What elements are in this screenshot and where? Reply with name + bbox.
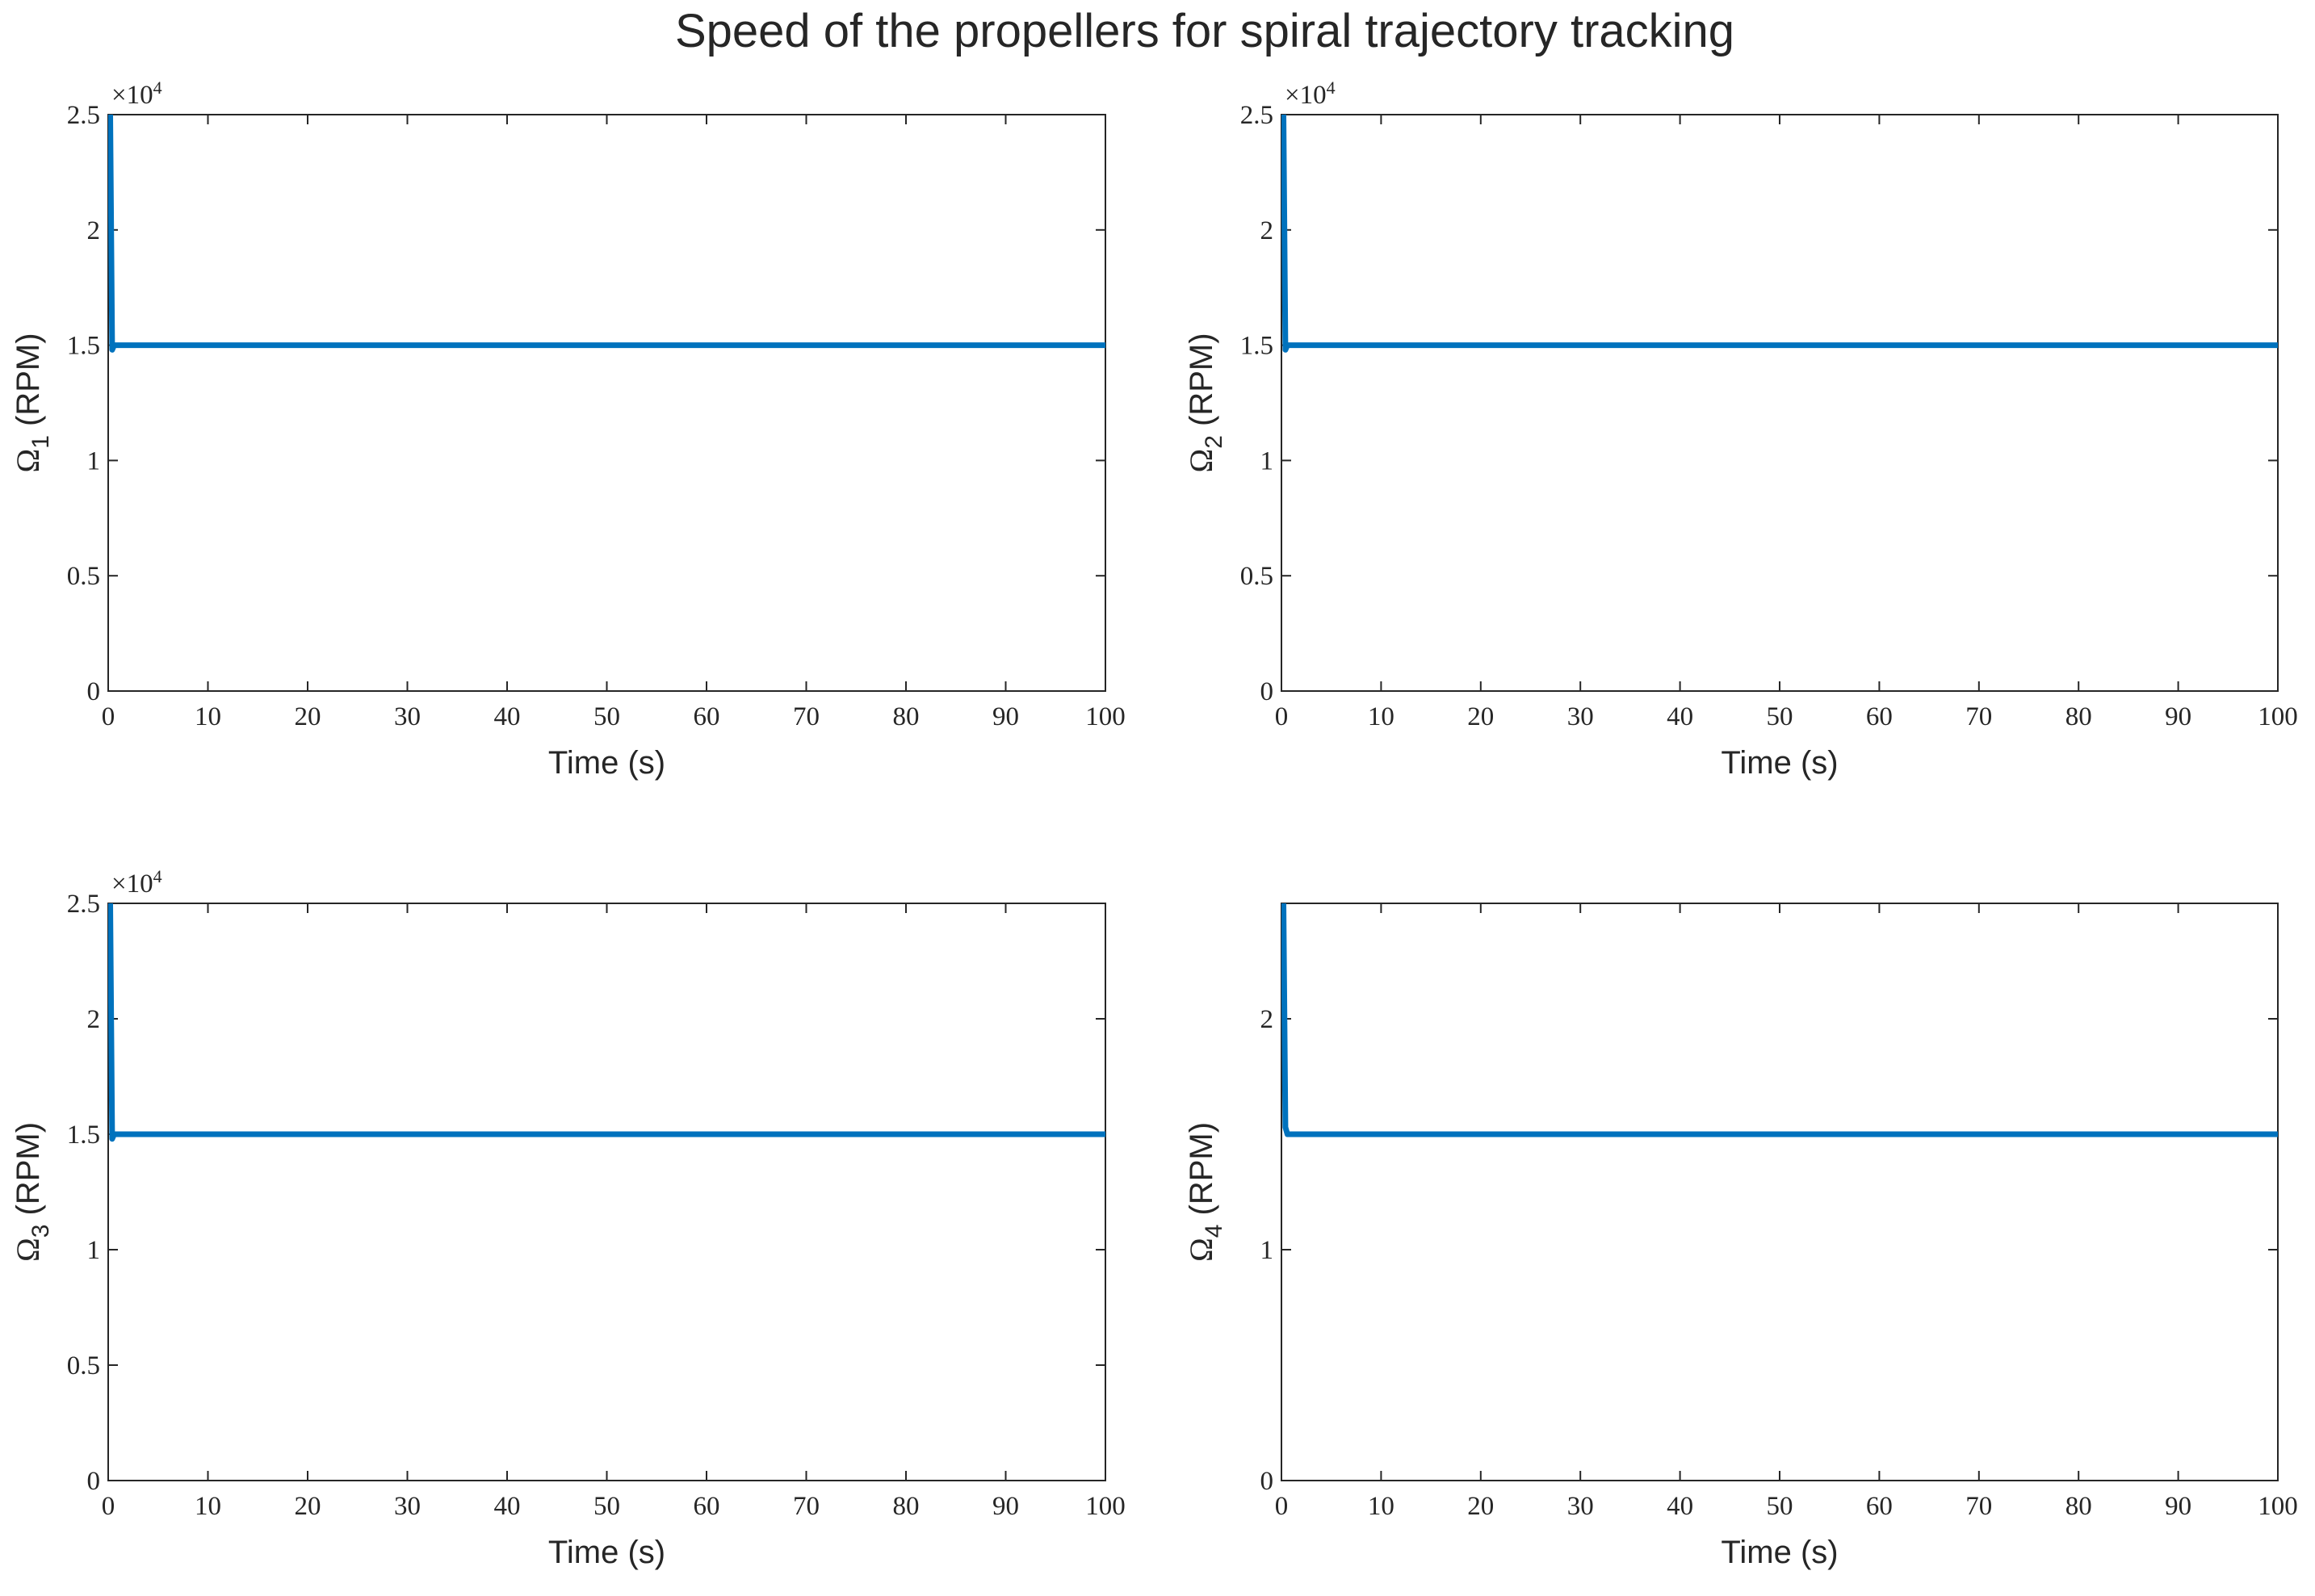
y-tick-label: 0: [87, 1467, 101, 1496]
y-tick-label: 0: [1260, 677, 1274, 706]
x-tick-label: 90: [2165, 1492, 2191, 1521]
series-line-1: [1281, 903, 2278, 1137]
y-axis-label: Ω3 (RPM): [10, 1122, 54, 1262]
x-tick-label: 40: [1667, 702, 1693, 731]
x-tick-label: 60: [1866, 1492, 1893, 1521]
x-tick-label: 80: [2065, 702, 2092, 731]
x-tick-label: 50: [593, 1492, 620, 1521]
x-tick-label: 50: [1767, 1492, 1793, 1521]
series-group: [1281, 903, 2278, 1137]
y-tick-label: 2.5: [67, 890, 100, 919]
y-tick-label: 0.5: [67, 562, 100, 591]
series-group: [108, 115, 1105, 353]
y-tick-label: 2: [87, 1005, 101, 1034]
x-tick-label: 40: [1667, 1492, 1693, 1521]
y-tick-label: 1: [87, 1236, 101, 1265]
x-tick-label: 10: [1368, 702, 1394, 731]
y-tick-label: 1: [1260, 446, 1274, 475]
y-tick-label: 2: [1260, 1005, 1274, 1034]
x-tick-label: 100: [1085, 702, 1126, 731]
x-tick-label: 10: [195, 702, 221, 731]
x-tick-label: 0: [102, 702, 115, 731]
x-tick-label: 100: [1085, 1492, 1126, 1521]
y-tick-label: 0: [1260, 1467, 1274, 1496]
x-axis-label: Time (s): [1721, 745, 1838, 781]
x-tick-label: 30: [394, 702, 421, 731]
x-tick-label: 0: [102, 1492, 115, 1521]
subplot-2: 0 10 20 30 40 50 60 70 80 90 10000.511.522.5×104Ti…: [1183, 77, 2298, 781]
x-tick-label: 20: [295, 702, 321, 731]
y-axis-label: Ω1 (RPM): [10, 333, 54, 472]
y-tick-label: 1.5: [1240, 332, 1273, 361]
y-tick-label: 2.5: [67, 101, 100, 130]
x-tick-label: 80: [893, 1492, 920, 1521]
x-tick-label: 90: [992, 1492, 1019, 1521]
y-tick-label: 1: [1260, 1236, 1274, 1265]
series-line-1: [108, 903, 1105, 1142]
x-tick-label: 100: [2258, 702, 2298, 731]
x-tick-label: 70: [793, 702, 820, 731]
x-tick-label: 0: [1275, 702, 1289, 731]
figure-title: Speed of the propellers for spiral traje…: [675, 5, 1734, 57]
x-axis-label: Time (s): [548, 745, 665, 781]
series-group: [1281, 115, 2278, 353]
x-tick-label: 0: [1275, 1492, 1289, 1521]
x-tick-label: 90: [992, 702, 1019, 731]
x-tick-label: 70: [1965, 702, 1992, 731]
y-tick-label: 0.5: [1240, 562, 1273, 591]
y-tick-label: 2.5: [1240, 101, 1273, 130]
y-tick-label: 0: [87, 677, 101, 706]
series-group: [108, 903, 1105, 1142]
subplots: 0 10 20 30 40 50 60 70 80 90 10000.511.522.5×104Ti…: [10, 77, 2298, 1570]
x-tick-label: 60: [694, 702, 720, 731]
y-axis-label: Ω2 (RPM): [1183, 333, 1227, 472]
x-axis-label: Time (s): [1721, 1535, 1838, 1570]
y-tick-label: 0.5: [67, 1351, 100, 1380]
subplot-3: 0 10 20 30 40 50 60 70 80 90 10000.511.522.5×104Ti…: [10, 866, 1126, 1570]
x-tick-label: 60: [694, 1492, 720, 1521]
subplot-4: 0 10 20 30 40 50 60 70 80 90 100 0 1 2 Time (s) Ω4 (RPM…: [1183, 903, 2298, 1570]
x-tick-label: 10: [1368, 1492, 1394, 1521]
x-tick-label: 80: [893, 702, 920, 731]
subplot-1: 0 10 20 30 40 50 60 70 80 90 10000.511.522.5×104Ti…: [10, 77, 1126, 781]
x-tick-label: 70: [793, 1492, 820, 1521]
x-tick-label: 20: [1467, 1492, 1494, 1521]
series-line-1: [108, 115, 1105, 353]
x-tick-label: 20: [1467, 702, 1494, 731]
x-tick-label: 40: [494, 1492, 521, 1521]
x-tick-label: 70: [1965, 1492, 1992, 1521]
y-tick-label: 1.5: [67, 332, 100, 361]
x-tick-label: 20: [295, 1492, 321, 1521]
x-tick-label: 30: [1567, 702, 1594, 731]
x-tick-label: 90: [2165, 702, 2191, 731]
y-tick-label: 2: [87, 216, 101, 245]
x-tick-label: 40: [494, 702, 521, 731]
y-tick-label: 1.5: [67, 1121, 100, 1150]
x-tick-label: 30: [394, 1492, 421, 1521]
y-tick-label: 2: [1260, 216, 1274, 245]
x-axis-label: Time (s): [548, 1535, 665, 1570]
y-tick-label: 1: [87, 446, 101, 475]
x-tick-label: 50: [1767, 702, 1793, 731]
x-tick-label: 10: [195, 1492, 221, 1521]
x-tick-label: 30: [1567, 1492, 1594, 1521]
x-tick-label: 80: [2065, 1492, 2092, 1521]
series-line-1: [1281, 115, 2278, 353]
x-tick-label: 50: [593, 702, 620, 731]
y-axis-label: Ω4 (RPM): [1183, 1122, 1227, 1262]
x-tick-label: 60: [1866, 702, 1893, 731]
x-tick-label: 100: [2258, 1492, 2298, 1521]
